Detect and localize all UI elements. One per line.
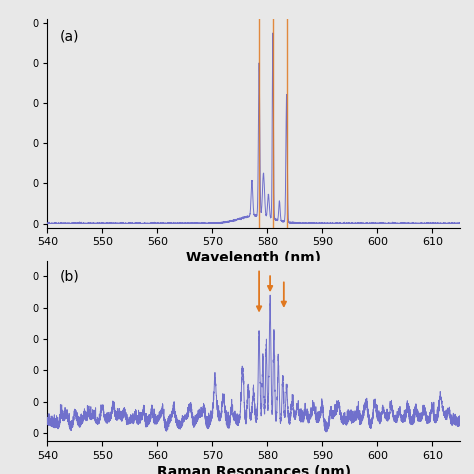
Text: (b): (b) — [60, 270, 80, 284]
X-axis label: Raman Resonances (nm): Raman Resonances (nm) — [156, 465, 351, 474]
X-axis label: Wavelength (nm): Wavelength (nm) — [186, 251, 321, 265]
Text: (a): (a) — [60, 29, 79, 44]
